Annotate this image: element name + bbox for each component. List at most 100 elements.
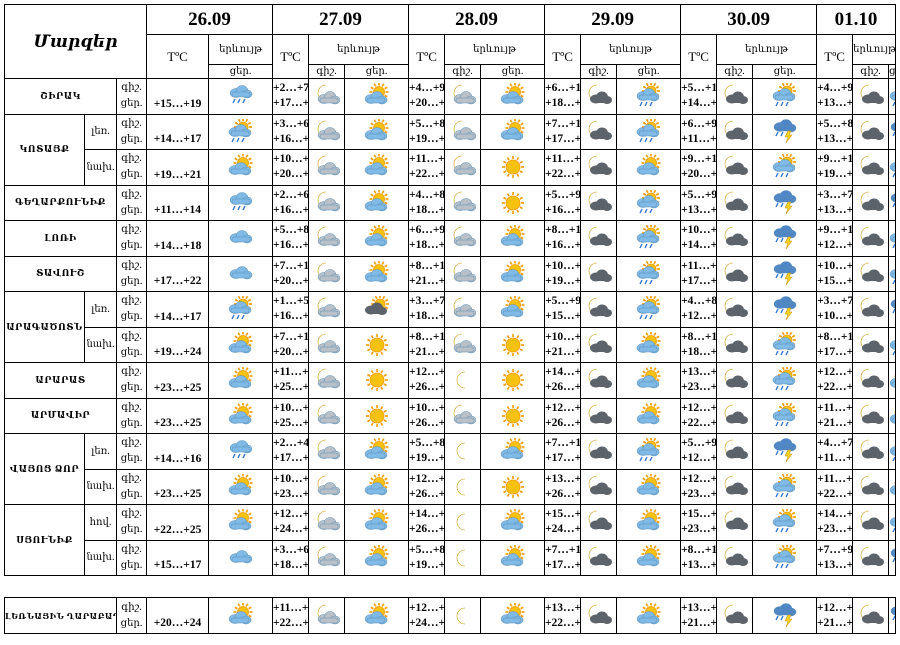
- day-weather-icon: [480, 597, 545, 634]
- temp-range: +5…+9 +16…+19: [544, 184, 582, 221]
- region-row: ՇԻՐԱԿ գիշ. ցեր.+15…+19 +2…+7 +17…+21 +4…+9 +20…: [4, 78, 896, 115]
- temp-range: +10…+12 +23…+27: [272, 468, 310, 505]
- day-weather-icon: [344, 291, 410, 328]
- weather-icon: [724, 120, 748, 140]
- night-weather-icon: [716, 362, 754, 399]
- night-weather-icon: [852, 220, 890, 257]
- day-temp: +20…+23: [273, 168, 309, 181]
- day-temp: +18…+22: [545, 97, 581, 110]
- night-temp: +2…+4: [273, 437, 309, 450]
- day-temp: +12…+16: [681, 452, 717, 465]
- temp-range: +5…+8 +19…+22: [408, 539, 446, 576]
- weather-icon: [453, 297, 476, 318]
- night-weather-icon: [580, 326, 618, 363]
- region-name: ԱՐՄԱՎԻՐ: [4, 397, 117, 434]
- temp-range: +7…+10 +17…+19: [544, 433, 582, 470]
- day-temp: +16…+19: [273, 203, 309, 216]
- night-weather-icon: [444, 78, 482, 115]
- weather-icon: [364, 544, 389, 566]
- temp-range: +11…+15 +17…+21: [680, 255, 718, 292]
- day-weather-icon: [480, 184, 546, 221]
- day-label: ցեր.: [120, 417, 143, 429]
- night-weather-icon: [852, 362, 890, 399]
- weather-icon: [724, 262, 748, 282]
- temp-range: +11…+13 +25…+27: [272, 362, 310, 399]
- weather-icon: [860, 297, 884, 318]
- region-row: նախ.գիշ.ցեր.+23…+25+10…+12+23…+27+12…+15…: [5, 468, 896, 505]
- day-temp: +13…+15: [681, 558, 717, 571]
- night-temp: +2…+6: [273, 188, 309, 201]
- subzone-label: լեռ.: [84, 291, 117, 328]
- weather-icon: [724, 155, 748, 176]
- day-label: ցեր.: [120, 617, 143, 629]
- weather-icon: [364, 473, 389, 495]
- weather-icon: [317, 475, 340, 495]
- night-weather-icon: [444, 539, 482, 576]
- day-temp: +25…+27: [273, 381, 309, 394]
- night-day-label: գիշ. ցեր.: [115, 504, 148, 541]
- night-label: գիշ.: [121, 224, 142, 236]
- day-weather-icon: [752, 397, 818, 434]
- temp-range: +6…+11 +18…+22: [544, 78, 582, 115]
- weather-icon: [772, 473, 796, 498]
- night-weather-icon: [444, 433, 482, 470]
- night-temp: +3…+7: [817, 188, 853, 201]
- night-weather-icon: [716, 397, 754, 434]
- temp-header: TºC: [680, 34, 718, 79]
- weather-icon: [365, 404, 388, 427]
- day-weather-icon: [480, 78, 546, 115]
- night-temp: +5…+8: [409, 543, 445, 556]
- weather-icon: [208, 291, 274, 328]
- night-label: գիշ.: [121, 295, 142, 307]
- region-row: ԱՐԱՐԱՏգիշ.ցեր.+23…+25+11…+13+25…+27+12…+…: [4, 362, 896, 399]
- temp-range: +10…+14 +15…+18: [816, 255, 854, 292]
- night-temp: +5…+8: [817, 117, 853, 130]
- temp-range: +10…+12 +25…+27: [272, 397, 310, 434]
- day-weather-icon: [616, 184, 682, 221]
- night-day-label: գիշ. ցեր.: [115, 539, 148, 576]
- day-weather-icon: [344, 362, 410, 399]
- day-weather-icon: [616, 362, 682, 399]
- weather-icon: [889, 378, 895, 388]
- weather-icon: [588, 546, 612, 566]
- night-day-label: գիշ. ցեր.: [115, 184, 148, 221]
- day-temp: +21…+24: [817, 616, 853, 629]
- weather-icon: [860, 475, 884, 495]
- region-row: ՏԱՎՈՒՇ գիշ. ցեր.+17…+22 +7…+10 +20…+24 +8…+12…: [4, 255, 896, 292]
- weather-icon: [588, 439, 612, 460]
- weather-icon: [456, 513, 465, 531]
- night-weather-icon: [444, 362, 482, 399]
- temp-range: +1…+5 +16…+19: [272, 291, 310, 328]
- weather-icon: [456, 478, 465, 496]
- day-temp: +17…+19: [545, 558, 581, 571]
- region-name: ԼԵՌՆԱՅԻՆ ՂԱՐԱԲԱՂ: [4, 597, 117, 634]
- day-weather-icon: [752, 113, 818, 150]
- day-weather-icon: [480, 433, 546, 470]
- night-temp: +3…+7: [409, 295, 445, 308]
- weather-icon: [500, 118, 525, 140]
- day-weather-icon: [752, 220, 818, 257]
- temp-range: +8…+12 +18…+23: [680, 326, 718, 363]
- region-name: ԱՐԱԳԱԾՈՏՆ: [4, 291, 85, 363]
- day-temp: +22…+26: [273, 616, 309, 629]
- weather-icon: [500, 602, 524, 624]
- region-name: ԿՈՏԱՅՔ: [4, 113, 85, 186]
- weather-icon: [860, 333, 884, 353]
- weather-icon: [636, 83, 660, 107]
- day-weather-icon: [888, 149, 896, 186]
- weather-icon: [364, 189, 389, 211]
- night-weather-icon: [444, 184, 482, 221]
- weather-icon: [889, 446, 895, 462]
- weather-icon: [724, 475, 748, 495]
- day-weather-icon: [752, 291, 818, 328]
- weather-icon: [208, 113, 274, 150]
- day-weather-icon: [344, 113, 410, 150]
- day-temp: +21…+26: [409, 345, 445, 358]
- night-subheader: գիշ.: [308, 64, 346, 79]
- day-weather-icon: [888, 291, 896, 328]
- day-temp: +17…+21: [273, 97, 309, 110]
- temp-26: +23…+25: [146, 468, 210, 505]
- night-temp: +14…+17: [409, 508, 445, 521]
- weather-icon: [860, 404, 884, 424]
- night-temp: +3…+6: [273, 117, 309, 130]
